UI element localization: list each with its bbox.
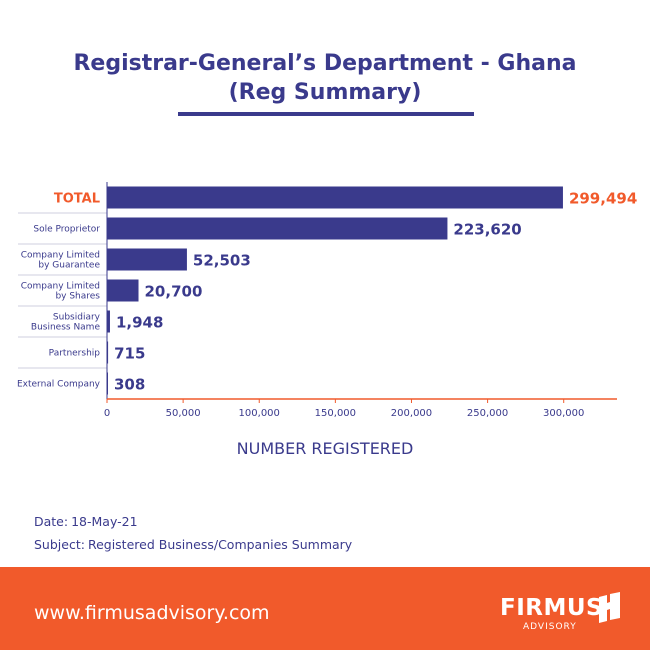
bar bbox=[107, 310, 110, 333]
chart-title-line2: (Reg Summary) bbox=[228, 80, 422, 105]
value-label: 1,948 bbox=[116, 314, 163, 332]
bar bbox=[107, 341, 109, 364]
footer-bar: www.firmusadvisory.com FIRMUS ADVISORY bbox=[0, 567, 650, 650]
x-tick-label: 50,000 bbox=[166, 408, 201, 419]
value-label: 299,494 bbox=[569, 190, 637, 208]
logo-wordmark: FIRMUS bbox=[500, 595, 604, 621]
x-tick-label: 150,000 bbox=[315, 408, 356, 419]
category-label: Sole Proprietor bbox=[33, 225, 100, 235]
value-label: 52,503 bbox=[193, 252, 251, 270]
bar bbox=[107, 279, 139, 302]
subject-line: Subject: Registered Business/Companies Su… bbox=[34, 537, 352, 552]
value-label: 20,700 bbox=[145, 283, 203, 301]
logo-subtitle: ADVISORY bbox=[523, 622, 577, 632]
firmus-logo: FIRMUS ADVISORY bbox=[496, 591, 628, 641]
value-label: 308 bbox=[114, 376, 145, 394]
website-link[interactable]: www.firmusadvisory.com bbox=[34, 602, 270, 624]
x-axis-label: NUMBER REGISTERED bbox=[236, 439, 414, 458]
value-label: 223,620 bbox=[453, 221, 521, 239]
subject-label: Subject: bbox=[34, 537, 85, 552]
x-tick-label: 100,000 bbox=[239, 408, 280, 419]
category-label: External Company bbox=[17, 380, 101, 390]
chart-title-line1: Registrar-General’s Department - Ghana bbox=[73, 51, 577, 76]
x-tick-label: 250,000 bbox=[467, 408, 508, 419]
bar bbox=[107, 186, 563, 209]
date-value: 18-May-21 bbox=[71, 514, 138, 529]
category-label: Company Limited by Shares bbox=[21, 282, 101, 302]
bar-chart: TOTAL 299,494 Sole Proprietor 223,620 Compan… bbox=[17, 182, 637, 419]
bar bbox=[107, 248, 187, 271]
x-tick-label: 200,000 bbox=[391, 408, 432, 419]
category-label: Partnership bbox=[49, 349, 101, 359]
logo-mark-icon bbox=[599, 592, 620, 623]
category-label: Company Limited by Guarantee bbox=[21, 251, 101, 271]
x-tick-label: 0 bbox=[104, 408, 110, 419]
bar bbox=[107, 217, 448, 240]
category-label: TOTAL bbox=[54, 192, 100, 207]
value-label: 715 bbox=[114, 345, 145, 363]
chart-title: Registrar-General’s Department - Ghana (… bbox=[0, 49, 650, 107]
date-line: Date: 18-May-21 bbox=[34, 514, 138, 529]
x-tick-label: 300,000 bbox=[543, 408, 584, 419]
date-label: Date: bbox=[34, 514, 69, 529]
title-underline bbox=[178, 112, 474, 116]
category-label: Subsidiary Business Name bbox=[31, 313, 101, 333]
subject-value: Registered Business/Companies Summary bbox=[87, 537, 353, 552]
